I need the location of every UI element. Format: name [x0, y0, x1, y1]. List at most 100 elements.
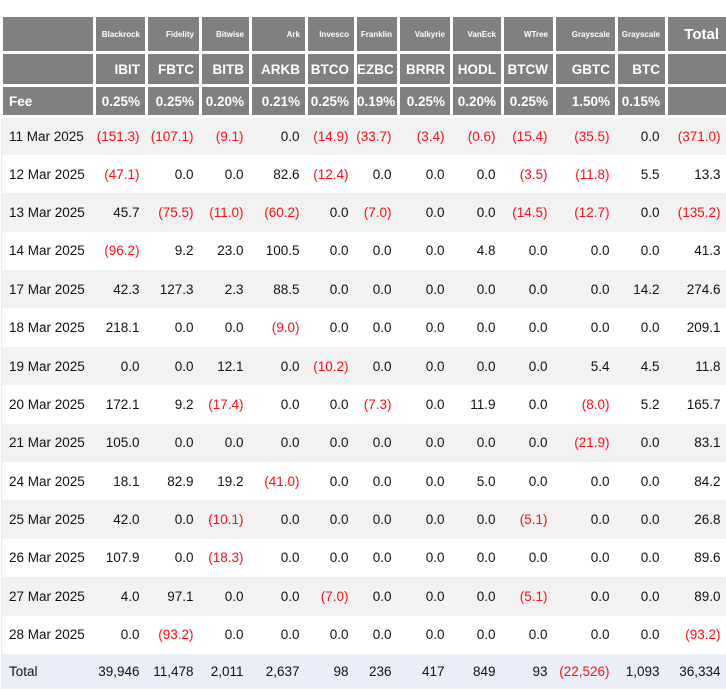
issuer-header: Blackrock	[93, 14, 148, 54]
flow-value-cell: 0.0	[425, 550, 445, 566]
flow-row: 21 Mar 2025 105.0 0.0 0.0 0.0 0.0 0.0 0.0 0.0 0.0…	[1, 423, 726, 463]
flow-value-cell: (12.4)	[313, 166, 349, 182]
flow-value-cell: 0.0	[329, 512, 349, 528]
flow-value-cell: 0.0	[425, 281, 445, 297]
flow-value-cell: 0.0	[329, 320, 349, 336]
flow-value-cell: 0.0	[280, 435, 300, 451]
flow-value-cell: 5.4	[590, 358, 610, 374]
flow-value-cell: 11.9	[470, 396, 496, 412]
flow-value-cell: (135.2)	[677, 204, 721, 220]
ticker-blank-cell	[0, 51, 96, 87]
flow-value-cell: 0.0	[640, 550, 660, 566]
total-value-cell: 2,011	[200, 653, 251, 689]
date-cell: 18 Mar 2025	[1, 308, 95, 347]
flow-value-cell: (9.0)	[271, 320, 300, 336]
flow-value-cell: 19.2	[217, 473, 244, 489]
flow-value-cell: 105.0	[105, 435, 140, 451]
flow-value-cell: 0.0	[372, 473, 392, 489]
fee-row-label: Fee	[0, 84, 96, 118]
flow-value-cell: 9.2	[174, 396, 194, 412]
ticker-header: ARKB	[249, 51, 308, 87]
flow-value-cell: 274.6	[686, 281, 721, 297]
flow-row: 24 Mar 2025 18.1 82.9 19.2 (41.0) 0.0 0.0 0.0 5.…	[1, 462, 726, 501]
flow-value-cell: 0.0	[174, 320, 194, 336]
flow-value-cell: 0.0	[476, 627, 496, 643]
flow-value-cell: 45.7	[113, 204, 140, 220]
flow-value-cell: 0.0	[280, 128, 300, 144]
flow-value-cell: 0.0	[174, 512, 194, 528]
ticker-header: HODL	[450, 51, 504, 87]
flow-value-cell: (47.1)	[104, 166, 140, 182]
flow-value-cell: (12.7)	[574, 204, 610, 220]
total-value-cell: (22,526)	[554, 653, 617, 689]
fee-cell: 0.21%	[249, 84, 308, 118]
date-cell: 14 Mar 2025	[1, 231, 95, 271]
date-cell: 27 Mar 2025	[1, 577, 95, 616]
flow-value-cell: (33.7)	[356, 128, 392, 144]
flow-value-cell: 0.0	[528, 550, 548, 566]
flow-value-cell: (10.2)	[313, 358, 349, 374]
flow-value-cell: 0.0	[590, 512, 610, 528]
flow-value-cell: 9.2	[174, 243, 194, 259]
ticker-header-row: IBIT FBTC BITB ARKB BTCO EZBC BRRR HODL BTCW GBTC…	[0, 51, 726, 87]
flow-value-cell: 0.0	[476, 166, 496, 182]
flow-value-cell: 88.5	[273, 281, 300, 297]
flow-value-cell: 0.0	[280, 550, 300, 566]
flow-value-cell: 0.0	[174, 435, 194, 451]
flow-value-cell: 0.0	[590, 588, 610, 604]
flow-value-cell: 0.0	[280, 358, 300, 374]
flow-value-cell: 0.0	[640, 320, 660, 336]
ticker-header: BTCW	[501, 51, 556, 87]
flow-row: 20 Mar 2025 172.1 9.2 (17.4) 0.0 0.0 (7.3) 0.0 1…	[1, 385, 726, 424]
flow-value-cell: 97.1	[167, 588, 194, 604]
flow-value-cell: 11.8	[695, 358, 721, 374]
flow-value-cell: 0.0	[425, 166, 445, 182]
total-row: Total 39,946 11,478 2,011 2,637 98 236 417 849 9…	[1, 653, 726, 689]
flow-value-cell: 26.8	[694, 512, 721, 528]
flow-value-cell: 0.0	[528, 435, 548, 451]
flow-value-cell: (18.3)	[208, 550, 244, 566]
flow-row: 14 Mar 2025 (96.2) 9.2 23.0 100.5 0.0 0.0 0.0 4.…	[1, 231, 726, 271]
flow-value-cell: 0.0	[528, 396, 548, 412]
fee-cell: 0.19%	[354, 84, 400, 118]
flow-value-cell: 0.0	[640, 243, 660, 259]
flow-value-cell: 0.0	[640, 627, 660, 643]
flow-value-cell: 0.0	[640, 204, 660, 220]
total-value-cell: 93	[502, 653, 555, 689]
flow-value-cell: 0.0	[224, 166, 244, 182]
flow-value-cell: (75.5)	[158, 204, 194, 220]
flow-value-cell: (41.0)	[264, 473, 300, 489]
flow-value-cell: 5.2	[640, 396, 660, 412]
flow-value-cell: 165.7	[686, 396, 721, 412]
flow-value-cell: 0.0	[329, 627, 349, 643]
flow-data-rows: 11 Mar 2025 (151.3) (107.1) (9.1) 0.0 (14.9) (…	[1, 116, 726, 654]
flow-value-cell: 0.0	[372, 320, 392, 336]
flow-value-cell: 0.0	[372, 627, 392, 643]
issuer-header: Bitwise	[199, 14, 252, 54]
flow-value-cell: 13.3	[694, 166, 721, 182]
date-cell: 24 Mar 2025	[1, 462, 95, 501]
flow-value-cell: 5.0	[476, 473, 496, 489]
flow-value-cell: (5.1)	[519, 588, 548, 604]
flow-value-cell: (60.2)	[264, 204, 300, 220]
flow-value-cell: 100.5	[265, 243, 300, 259]
flow-value-cell: 0.0	[329, 204, 349, 220]
flow-value-cell: (5.1)	[519, 512, 548, 528]
flow-value-cell: 0.0	[425, 358, 445, 374]
fee-cell: 0.25%	[145, 84, 202, 118]
flow-value-cell: 41.3	[694, 243, 721, 259]
flow-value-cell: 0.0	[372, 550, 392, 566]
flow-value-cell: 0.0	[476, 435, 496, 451]
flow-value-cell: 0.0	[528, 627, 548, 643]
flow-row: 13 Mar 2025 45.7 (75.5) (11.0) (60.2) 0.0 (7.0…	[1, 193, 726, 232]
date-cell: 19 Mar 2025	[1, 346, 95, 386]
flow-value-cell: 0.0	[329, 550, 349, 566]
ticker-header: IBIT	[93, 51, 148, 87]
flow-value-cell: 0.0	[372, 358, 392, 374]
total-value-cell: 849	[451, 653, 503, 689]
flow-value-cell: 23.0	[217, 243, 244, 259]
issuer-header: Fidelity	[145, 14, 202, 54]
ticker-header: EZBC	[354, 51, 400, 87]
ticker-header: GBTC	[553, 51, 618, 87]
